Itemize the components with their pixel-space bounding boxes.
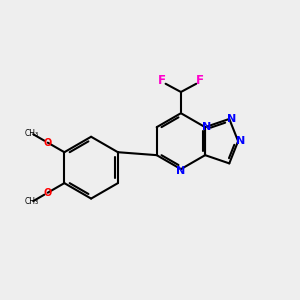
Text: F: F [196, 74, 204, 87]
Text: N: N [236, 136, 245, 146]
Text: CH₃: CH₃ [25, 197, 39, 206]
Text: N: N [176, 166, 185, 176]
Text: N: N [202, 122, 211, 132]
Text: O: O [44, 188, 52, 198]
Text: N: N [227, 114, 236, 124]
Text: O: O [44, 138, 52, 148]
Text: CH₃: CH₃ [25, 129, 39, 138]
Text: F: F [158, 74, 166, 87]
